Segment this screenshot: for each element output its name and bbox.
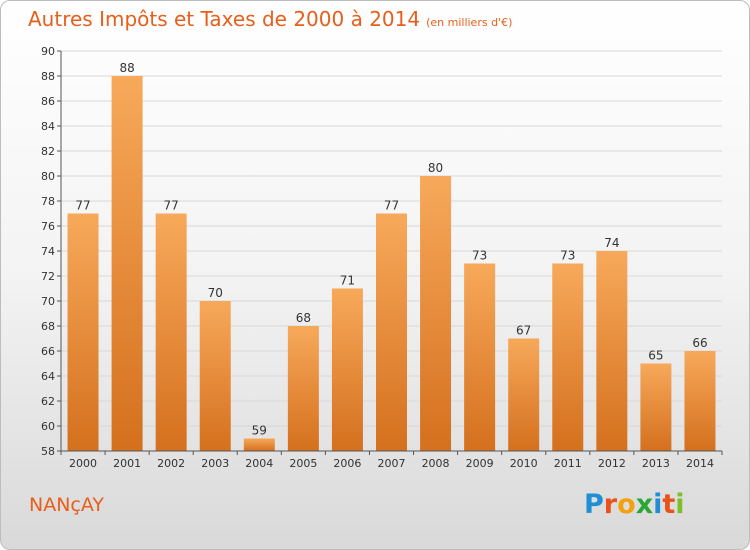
bar-2013 <box>640 363 672 451</box>
bar-2010 <box>508 338 540 451</box>
data-label-2013: 65 <box>648 349 663 363</box>
x-tick-label-2004: 2004 <box>245 457 273 470</box>
x-tick-label-2006: 2006 <box>333 457 361 470</box>
y-tick-label: 86 <box>41 95 55 108</box>
chart-title-text: Autres Impôts et Taxes de 2000 à 2014 <box>28 7 421 31</box>
x-tick-label-2008: 2008 <box>422 457 450 470</box>
logo-letter: x <box>635 489 654 520</box>
y-tick-label: 84 <box>41 120 55 133</box>
x-tick-label-2003: 2003 <box>201 457 229 470</box>
data-label-2011: 73 <box>560 249 575 263</box>
data-label-2005: 68 <box>296 311 311 325</box>
data-label-2004: 59 <box>252 424 267 438</box>
y-tick-label: 64 <box>41 370 55 383</box>
bar-2008 <box>420 176 452 451</box>
y-tick-label: 58 <box>41 445 55 458</box>
y-tick-label: 72 <box>41 270 55 283</box>
bar-2011 <box>552 263 584 451</box>
x-tick-label-2002: 2002 <box>157 457 185 470</box>
bar-2009 <box>464 263 496 451</box>
x-tick-label-2012: 2012 <box>598 457 626 470</box>
x-tick-label-2009: 2009 <box>466 457 494 470</box>
y-tick-label: 88 <box>41 70 55 83</box>
logo-letter: P <box>584 489 604 520</box>
data-label-2014: 66 <box>692 336 707 350</box>
x-tick-label-2013: 2013 <box>642 457 670 470</box>
proxiti-logo: Proxiti <box>584 489 685 520</box>
bar-2004 <box>243 438 275 451</box>
data-label-2001: 88 <box>119 61 134 75</box>
data-label-2012: 74 <box>604 236 619 250</box>
y-tick-label: 90 <box>41 45 55 58</box>
data-label-2007: 77 <box>384 199 399 213</box>
bar-2000 <box>67 213 99 451</box>
bars <box>67 76 716 451</box>
y-tick-label: 82 <box>41 145 55 158</box>
logo-letter: i <box>653 489 663 520</box>
bar-2002 <box>155 213 187 451</box>
x-tick-label-2011: 2011 <box>554 457 582 470</box>
x-tick-label-2014: 2014 <box>686 457 714 470</box>
logo-letter: i <box>675 489 685 520</box>
y-tick-label: 76 <box>41 220 55 233</box>
data-label-2002: 77 <box>164 199 179 213</box>
x-tick-label-2010: 2010 <box>510 457 538 470</box>
chart-title: Autres Impôts et Taxes de 2000 à 2014 (en… <box>28 7 512 31</box>
logo-letter: r <box>603 489 618 520</box>
bar-2007 <box>376 213 407 451</box>
labels: 58 60 62 64 66 68 70 72 74 76 78 80 82 84 86 88 90 77 2000… <box>41 45 714 470</box>
data-label-2006: 71 <box>340 274 355 288</box>
bar-2003 <box>199 301 231 451</box>
data-label-2000: 77 <box>75 199 90 213</box>
x-tick-label-2001: 2001 <box>113 457 141 470</box>
y-tick-label: 62 <box>41 395 55 408</box>
data-label-2008: 80 <box>428 161 443 175</box>
x-tick-label-2007: 2007 <box>378 457 406 470</box>
axes <box>57 50 723 455</box>
data-label-2003: 70 <box>208 286 223 300</box>
logo-letter: t <box>662 489 676 520</box>
data-label-2009: 73 <box>472 249 487 263</box>
y-tick-label: 70 <box>41 295 55 308</box>
y-tick-label: 74 <box>41 245 55 258</box>
y-tick-label: 78 <box>41 195 55 208</box>
bar-2006 <box>331 288 363 451</box>
logo-letter: o <box>617 489 636 520</box>
chart-unit-text: (en milliers d'€) <box>426 16 513 29</box>
y-tick-label: 66 <box>41 345 55 358</box>
x-tick-label-2000: 2000 <box>69 457 97 470</box>
y-tick-label: 60 <box>41 420 55 433</box>
bar-2012 <box>596 251 628 451</box>
commune-name: NANçAY <box>29 494 104 516</box>
x-tick-label-2005: 2005 <box>289 457 317 470</box>
bar-2005 <box>287 326 319 451</box>
y-tick-label: 80 <box>41 170 55 183</box>
bar-2001 <box>111 76 143 451</box>
y-tick-label: 68 <box>41 320 55 333</box>
data-label-2010: 67 <box>516 324 531 338</box>
bar-2014 <box>684 351 716 451</box>
